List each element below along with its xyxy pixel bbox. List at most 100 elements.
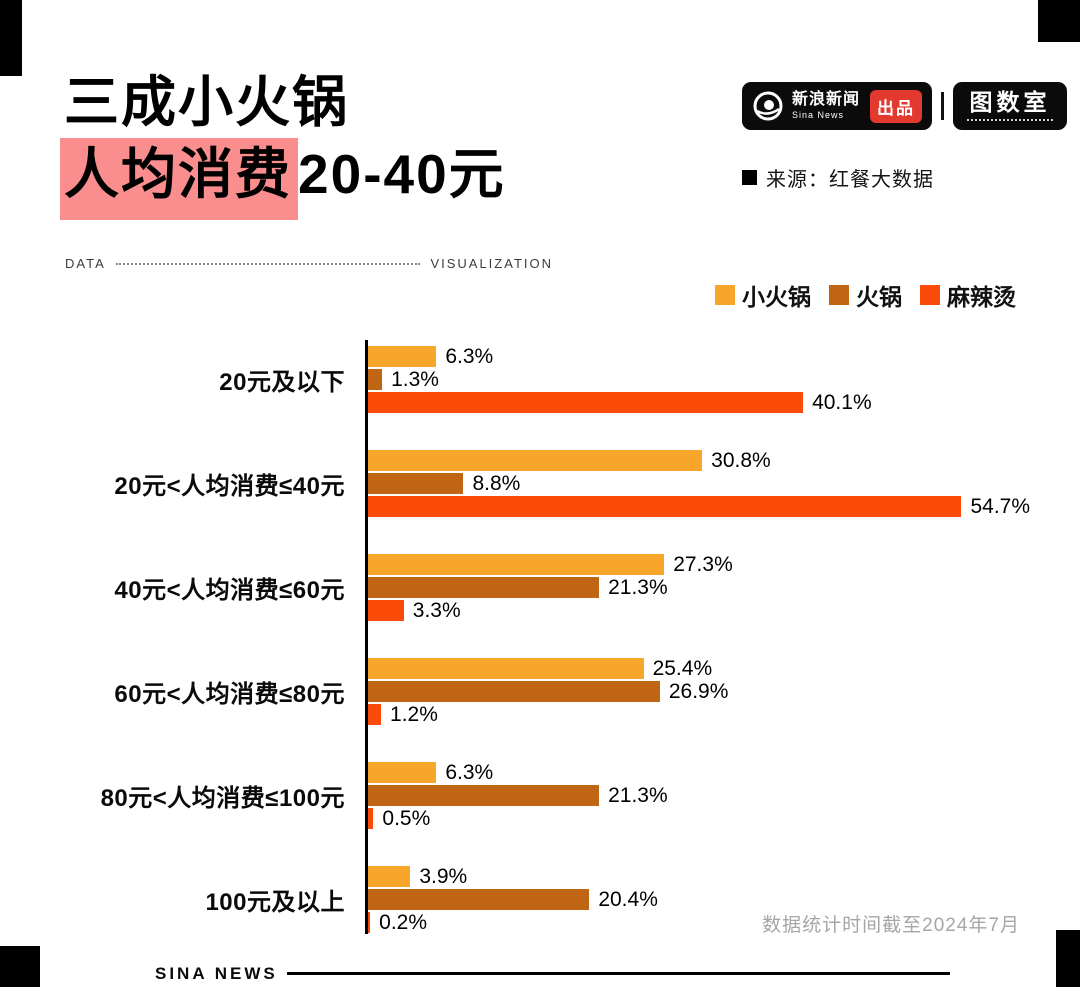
bar-malatang (368, 496, 962, 517)
bar-group: 6.3% 1.3% 40.1% (368, 345, 872, 414)
bar-hotpot (368, 369, 383, 390)
chart-group: 60元<人均消费≤80元 25.4% 26.9% 1.2% (65, 657, 1055, 726)
bar-hotpot (368, 473, 464, 494)
bar-row-small-hotpot: 25.4% (368, 657, 728, 680)
bar-row-hotpot: 21.3% (368, 575, 733, 599)
bar-row-small-hotpot: 30.8% (368, 448, 1030, 472)
data-source: 来源：红餐大数据 (742, 163, 934, 192)
bar-row-small-hotpot: 6.3% (368, 345, 872, 368)
value-label: 8.8% (472, 471, 521, 495)
bar-small-hotpot (368, 346, 437, 367)
bar-malatang (368, 392, 804, 413)
category-label: 20元<人均消费≤40元 (114, 473, 345, 500)
value-label: 0.5% (382, 806, 431, 830)
category-label: 20元及以下 (219, 369, 345, 396)
bar-malatang (368, 808, 374, 829)
chart-group: 100元及以上 3.9% 20.4% 0.2% (65, 864, 1055, 934)
sina-globe-icon (753, 91, 783, 121)
dotted-leader (115, 262, 421, 265)
category-label: 40元<人均消费≤60元 (114, 577, 345, 604)
legend-label-small-hotpot: 小火锅 (742, 284, 811, 310)
bar-malatang (368, 704, 382, 725)
bar-row-malatang: 54.7% (368, 494, 1031, 518)
value-label: 3.9% (419, 864, 468, 888)
value-label: 21.3% (608, 575, 668, 599)
chart-group: 40元<人均消费≤60元 27.3% 21.3% 3.3% (65, 553, 1055, 622)
value-label: 26.9% (668, 679, 729, 703)
value-label: 30.8% (711, 448, 771, 472)
footer-brand: SINA NEWS (155, 964, 278, 983)
title-line1: 三成小火锅 (64, 71, 350, 133)
legend-label-hotpot: 火锅 (856, 284, 902, 310)
legend-swatch-small-hotpot (715, 285, 735, 305)
value-label: 20.4% (598, 887, 658, 911)
title-highlight: 人均消费 (60, 137, 299, 220)
bar-small-hotpot (368, 762, 437, 783)
bar-row-malatang: 1.2% (368, 702, 728, 726)
value-label: 21.3% (608, 783, 668, 807)
bar-row-hotpot: 8.8% (368, 471, 1030, 495)
bar-group: 3.9% 20.4% 0.2% (368, 864, 658, 934)
chart-legend: 小火锅 火锅 麻辣烫 (715, 278, 1016, 312)
divider-label-visualization: VISUALIZATION (430, 256, 553, 271)
bar-row-hotpot: 1.3% (368, 367, 872, 391)
bar-row-malatang: 0.5% (368, 806, 668, 830)
bar-small-hotpot (368, 554, 665, 575)
legend-item-hotpot: 火锅 (829, 278, 902, 312)
bar-hotpot (368, 577, 600, 598)
value-label: 40.1% (812, 390, 872, 414)
bar-malatang (368, 912, 371, 933)
chart-axis-line (365, 340, 368, 934)
value-label: 1.2% (390, 702, 438, 726)
bar-row-small-hotpot: 27.3% (368, 553, 733, 576)
legend-swatch-malatang (920, 285, 940, 305)
sina-news-logo: 新浪新闻 Sina News 出品 (742, 82, 933, 130)
data-visualization-divider: DATA VISUALIZATION (65, 256, 553, 271)
value-label: 1.3% (391, 367, 439, 391)
brand-logo-row: 新浪新闻 Sina News 出品 图数室 (742, 82, 1068, 130)
legend-swatch-hotpot (829, 285, 849, 305)
bar-malatang (368, 600, 404, 621)
corner-decoration-top-right (1038, 0, 1080, 42)
pictorial-subtitle-decoration (967, 119, 1054, 121)
pictorial-room-logo: 图数室 (953, 82, 1068, 130)
bar-row-malatang: 0.2% (368, 910, 658, 934)
value-label: 0.2% (379, 910, 428, 934)
bar-row-hotpot: 26.9% (368, 679, 729, 703)
bar-hotpot (368, 889, 590, 910)
value-label: 54.7% (970, 494, 1031, 518)
bar-hotpot (368, 681, 660, 702)
bar-hotpot (368, 785, 600, 806)
bar-group: 6.3% 21.3% 0.5% (368, 760, 668, 830)
chart-group: 80元<人均消费≤100元 6.3% 21.3% 0.5% (65, 760, 1055, 830)
value-label: 6.3% (445, 760, 494, 784)
corner-decoration-bottom-right (1056, 930, 1080, 987)
bar-chart: 20元及以下 6.3% 1.3% 40.1% 20元<人均消费≤40元 30.8% 8.8%… (65, 340, 1055, 934)
source-square-bullet (742, 170, 757, 185)
bar-row-small-hotpot: 3.9% (368, 864, 658, 888)
chart-group: 20元<人均消费≤40元 30.8% 8.8% 54.7% (65, 448, 1055, 518)
value-label: 3.3% (412, 598, 461, 622)
source-text: 来源：红餐大数据 (766, 169, 934, 191)
pictorial-room-name: 图数室 (969, 89, 1051, 115)
produced-by-badge: 出品 (870, 89, 923, 123)
legend-item-small-hotpot: 小火锅 (715, 278, 811, 312)
page-title: 三成小火锅 人均消费 20-40元 (60, 68, 506, 220)
bar-small-hotpot (368, 658, 644, 679)
title-rest: 20-40元 (298, 142, 506, 205)
chart-group: 20元及以下 6.3% 1.3% 40.1% (65, 345, 1055, 414)
bar-group: 27.3% 21.3% 3.3% (368, 553, 733, 622)
category-label: 80元<人均消费≤100元 (100, 785, 345, 812)
footer-rule (287, 972, 950, 975)
sina-name-en: Sina News (792, 109, 845, 120)
sina-name-cn: 新浪新闻 (792, 90, 861, 108)
corner-decoration-top-left (0, 0, 22, 76)
data-cutoff-note: 数据统计时间截至2024年7月 (762, 915, 1020, 936)
bar-small-hotpot (368, 866, 411, 887)
bar-group: 30.8% 8.8% 54.7% (368, 448, 1031, 518)
bar-row-malatang: 40.1% (368, 390, 872, 414)
bar-row-malatang: 3.3% (368, 598, 733, 622)
bar-group: 25.4% 26.9% 1.2% (368, 657, 729, 726)
bar-small-hotpot (368, 450, 703, 471)
